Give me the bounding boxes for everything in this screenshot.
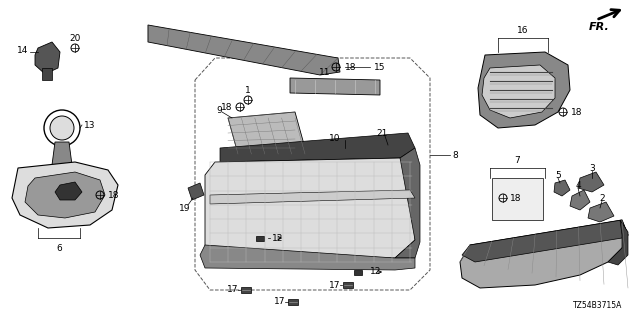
Text: 13: 13 — [84, 121, 95, 130]
Text: 17: 17 — [273, 298, 285, 307]
Polygon shape — [205, 158, 415, 262]
Polygon shape — [35, 42, 60, 74]
Polygon shape — [148, 25, 340, 75]
Text: FR.: FR. — [589, 22, 610, 32]
Polygon shape — [570, 190, 590, 210]
Polygon shape — [335, 142, 368, 164]
Text: 11: 11 — [319, 68, 331, 76]
Text: 1: 1 — [245, 85, 251, 94]
Polygon shape — [12, 162, 118, 228]
Text: 14: 14 — [17, 45, 28, 54]
Text: 19: 19 — [179, 204, 191, 212]
Polygon shape — [288, 299, 298, 305]
Polygon shape — [343, 282, 353, 288]
Text: 12: 12 — [370, 268, 381, 276]
Text: 17: 17 — [328, 281, 340, 290]
Bar — [256, 236, 264, 241]
Text: 16: 16 — [517, 26, 529, 35]
Text: 6: 6 — [56, 244, 62, 252]
Text: TZ54B3715A: TZ54B3715A — [573, 301, 622, 310]
Circle shape — [50, 116, 74, 140]
Text: 9: 9 — [216, 106, 222, 115]
Text: 18: 18 — [108, 190, 120, 199]
Polygon shape — [554, 180, 570, 196]
Polygon shape — [210, 190, 415, 204]
Text: 7: 7 — [514, 156, 520, 164]
Text: 3: 3 — [589, 164, 595, 172]
Polygon shape — [462, 220, 628, 262]
Polygon shape — [42, 68, 52, 80]
Polygon shape — [228, 112, 305, 154]
Text: 10: 10 — [329, 133, 340, 142]
Polygon shape — [200, 245, 415, 270]
Text: 15: 15 — [374, 62, 385, 71]
Polygon shape — [375, 138, 405, 162]
Text: 20: 20 — [69, 34, 81, 43]
Text: 21: 21 — [376, 129, 388, 138]
Polygon shape — [188, 183, 204, 200]
Polygon shape — [241, 287, 251, 293]
Polygon shape — [482, 65, 555, 118]
Polygon shape — [395, 148, 420, 258]
Polygon shape — [52, 142, 72, 172]
Polygon shape — [220, 133, 415, 162]
Text: 18: 18 — [221, 102, 232, 111]
Text: 2: 2 — [599, 194, 605, 203]
Polygon shape — [578, 172, 604, 192]
Polygon shape — [55, 182, 82, 200]
Text: 18: 18 — [571, 108, 582, 116]
Polygon shape — [290, 78, 380, 95]
Polygon shape — [478, 52, 570, 128]
Polygon shape — [608, 220, 628, 265]
Polygon shape — [460, 220, 628, 288]
Text: 8: 8 — [452, 150, 458, 159]
Text: 18: 18 — [510, 194, 522, 203]
Text: 5: 5 — [555, 171, 561, 180]
Bar — [492, 178, 543, 220]
Bar — [354, 270, 362, 275]
Polygon shape — [25, 172, 105, 218]
Text: 4: 4 — [575, 180, 581, 189]
Text: 12: 12 — [272, 234, 284, 243]
Text: 18: 18 — [345, 62, 356, 71]
Text: 17: 17 — [227, 285, 238, 294]
Polygon shape — [588, 202, 614, 222]
